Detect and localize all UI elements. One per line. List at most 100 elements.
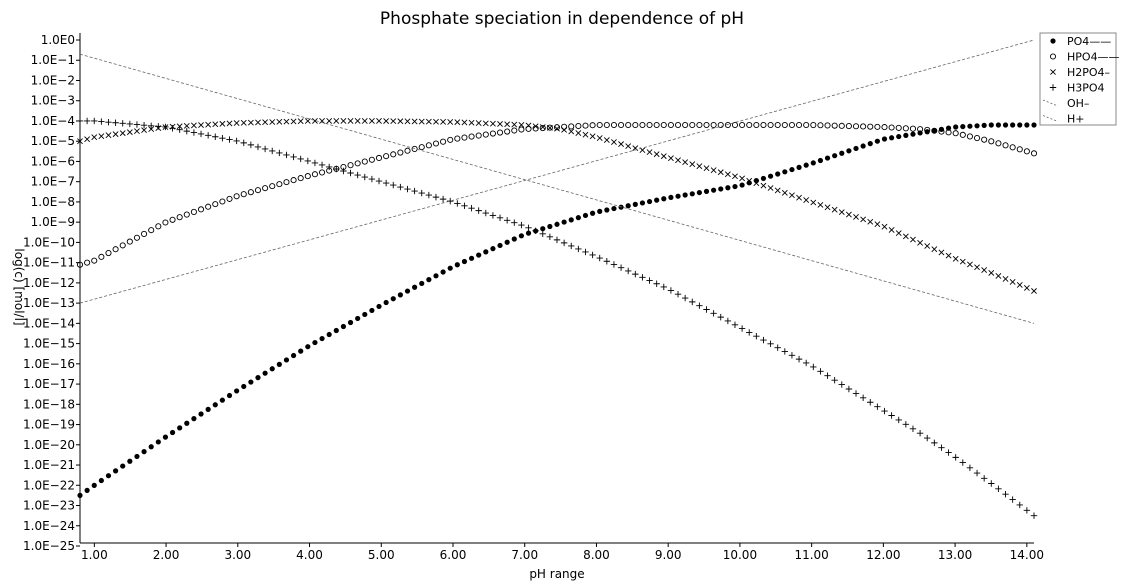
- series-3-point: [98, 118, 105, 125]
- series-2-point: [582, 131, 589, 138]
- series-2-point: [333, 118, 340, 124]
- series-1-point: [290, 177, 297, 184]
- series-1-point: [440, 138, 447, 145]
- series-2-point: [283, 118, 290, 125]
- series-2-point: [696, 163, 703, 170]
- series-2-point: [390, 118, 397, 125]
- series-1-point: [76, 261, 84, 268]
- series-1-point: [703, 121, 710, 129]
- series-0-point: [931, 127, 937, 134]
- series-1-point: [610, 121, 618, 129]
- series-1-point: [105, 249, 112, 257]
- series-3-point: [945, 449, 952, 456]
- y-tick-label: 1.0E−12: [23, 276, 75, 290]
- series-3-point: [924, 434, 931, 442]
- series-0-point: [810, 160, 816, 166]
- series-1-point: [283, 179, 290, 186]
- series-3-point: [568, 242, 575, 250]
- series-1-point: [674, 121, 682, 129]
- series-3-point: [1002, 491, 1009, 498]
- series-2-point: [525, 122, 532, 129]
- x-tick-label: 8.00: [583, 548, 610, 562]
- series-1-point: [995, 140, 1002, 147]
- series-3-point: [795, 355, 803, 363]
- series-2-point: [853, 214, 859, 220]
- x-tick-label: 10.00: [723, 548, 757, 562]
- series-1-point: [141, 230, 148, 238]
- series-3-point: [852, 390, 860, 397]
- y-tick-label: 1.0E−14: [23, 316, 75, 330]
- series-3-point: [546, 233, 554, 241]
- series-2-point: [603, 137, 610, 144]
- series-3-point: [119, 120, 126, 127]
- series-1-point: [582, 122, 589, 129]
- series-1-point: [354, 160, 361, 167]
- series-2-point: [247, 119, 254, 126]
- series-3-point: [874, 403, 881, 410]
- series-2-point: [368, 118, 375, 124]
- series-0-point: [226, 392, 233, 399]
- series-1-point: [390, 151, 397, 158]
- series-1-point: [176, 214, 183, 221]
- series-1-point: [895, 124, 902, 131]
- series-0-point: [824, 155, 831, 161]
- series-3-point: [276, 149, 283, 157]
- series-1-point: [646, 121, 653, 129]
- series-2-point: [967, 261, 973, 268]
- series-2-point: [397, 118, 404, 125]
- series-2-point: [269, 119, 276, 125]
- series-3-point: [902, 421, 910, 428]
- y-tick-label: 1.0E−18: [23, 397, 75, 411]
- series-3-point: [753, 333, 760, 340]
- series-3-point: [418, 189, 425, 197]
- series-0-point: [711, 187, 717, 193]
- series-2-point: [546, 124, 553, 131]
- series-0-point: [732, 183, 738, 190]
- series-1-point: [254, 187, 262, 194]
- series-3-point: [183, 127, 190, 135]
- y-tick-label: 1.0E−11: [23, 256, 75, 270]
- series-2-point: [938, 249, 945, 256]
- series-1-point: [511, 127, 518, 134]
- series-2-point: [774, 187, 781, 194]
- series-1-point: [489, 130, 496, 137]
- y-tick-label: 1.0E−7: [31, 175, 75, 189]
- series-1-point: [931, 127, 938, 134]
- series-0-point: [468, 255, 475, 261]
- y-tick-label: 1.0E−8: [31, 195, 75, 209]
- series-2-point: [119, 130, 126, 137]
- series-1-point: [988, 138, 995, 145]
- series-3-point: [212, 133, 219, 140]
- series-0-point: [739, 182, 745, 188]
- series-3-point: [824, 372, 831, 379]
- series-2-point: [91, 134, 98, 141]
- series-3-point: [596, 254, 603, 262]
- series-1-markers: [76, 121, 1038, 268]
- series-0-point: [355, 315, 361, 322]
- series-1-point: [347, 162, 354, 169]
- series-0-point: [276, 361, 282, 367]
- series-3-point: [325, 163, 333, 171]
- series-1-point: [774, 121, 781, 129]
- x-axis-label: pH range: [529, 567, 584, 581]
- series-0-point: [319, 335, 325, 342]
- series-2-point: [383, 118, 390, 124]
- series-1-point: [91, 257, 98, 264]
- series-1-point: [425, 142, 432, 149]
- series-3-point: [959, 459, 967, 466]
- series-1-point: [924, 126, 931, 134]
- x-tick-label: 6.00: [440, 548, 467, 562]
- series-2-point: [660, 153, 667, 160]
- series-0-point: [974, 123, 980, 129]
- series-3-point: [881, 407, 888, 415]
- series-1-point: [945, 129, 952, 136]
- series-0-point: [184, 420, 190, 426]
- series-3-point: [1009, 496, 1016, 503]
- series-3-point: [105, 118, 112, 126]
- legend-item-5-symbol: [1042, 115, 1059, 122]
- series-2-point: [575, 130, 582, 136]
- series-0-point: [305, 344, 311, 350]
- series-0-point: [454, 262, 460, 268]
- y-tick-label: 1.0E−13: [23, 296, 75, 310]
- series-1-point: [860, 123, 867, 130]
